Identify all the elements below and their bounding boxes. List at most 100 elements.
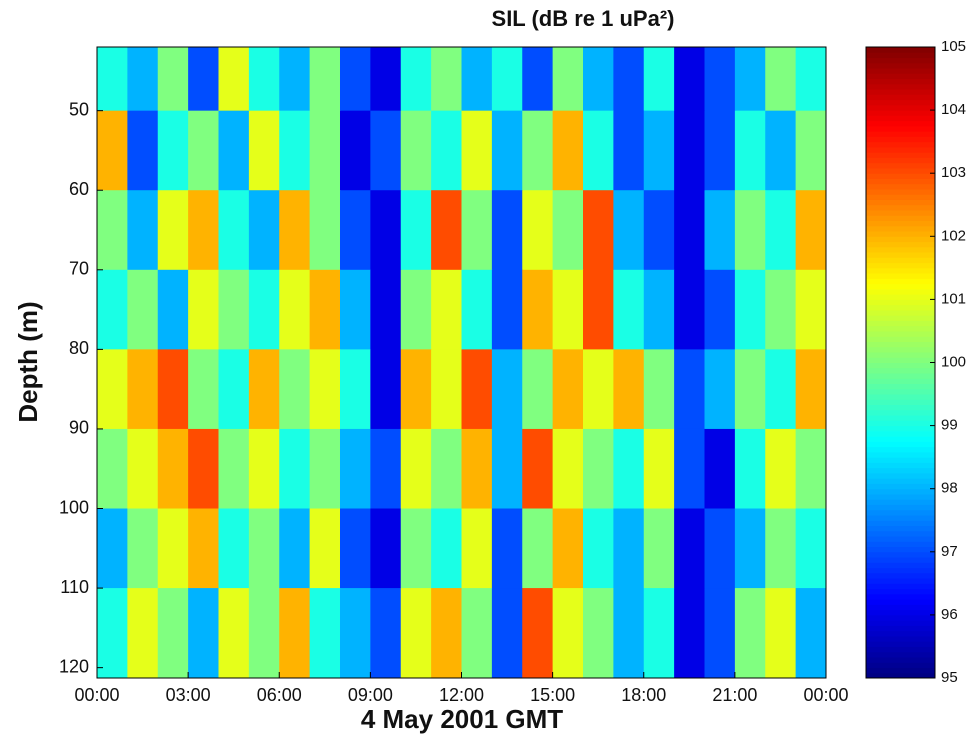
x-axis-label: 4 May 2001 GMT [361,704,563,734]
colorbar-band [866,173,935,179]
x-tick-label: 18:00 [621,685,666,705]
heatmap-cell [613,588,645,679]
heatmap-cell [370,190,402,271]
colorbar-band [866,667,935,674]
heatmap-cell [643,349,675,430]
heatmap-cell [279,428,311,510]
heatmap-cell [370,508,402,589]
heatmap-cell [643,588,675,679]
heatmap-cell [795,428,827,510]
heatmap-cell [734,190,766,271]
heatmap-cell [461,110,493,191]
heatmap-cell [643,269,675,350]
colorbar-band [866,499,935,505]
heatmap-cell [400,269,432,350]
colorbar-band [866,152,935,158]
colorbar-band [866,299,935,306]
colorbar-band [866,656,935,663]
y-tick-label: 90 [69,418,89,438]
heatmap-cell [734,588,766,679]
colorbar-band [866,199,935,206]
heatmap-cell [613,428,645,510]
heatmap-cell [370,269,402,350]
heatmap-cell [461,588,493,679]
heatmap-cell [461,349,493,430]
y-axis-label: Depth (m) [13,301,43,422]
colorbar-band [866,567,935,574]
heatmap-cell [340,588,371,679]
heatmap-cell [552,47,584,112]
heatmap-cell [674,269,705,350]
heatmap-cell [674,47,705,112]
heatmap-cell [370,110,402,191]
colorbar-band [866,367,935,374]
heatmap-cell [279,190,311,271]
colorbar-band [866,620,935,626]
colorbar-band [866,404,935,411]
heatmap-cell [583,508,614,589]
colorbar-band [866,210,935,216]
colorbar-band [866,131,935,137]
heatmap-cell [97,110,128,191]
heatmap-cell [704,269,736,350]
heatmap-cell [340,428,371,510]
colorbar-band [866,436,935,442]
heatmap-cell [765,190,797,271]
heatmap-cell [552,428,584,510]
heatmap-cell [279,508,311,589]
colorbar-band [866,273,935,279]
heatmap-cell [218,508,250,589]
heatmap-cell [491,508,523,589]
colorbar-band [866,78,935,85]
heatmap-cell [127,110,159,191]
x-tick-label: 03:00 [166,685,211,705]
heatmap-cell [127,508,159,589]
heatmap-cell [674,588,705,679]
colorbar-band [866,562,935,569]
colorbar-band [866,357,935,363]
colorbar-band [866,520,935,527]
heatmap-cell [248,190,280,271]
heatmap-cell [97,428,128,510]
heatmap-cell [431,349,462,430]
heatmap-cell [704,110,736,191]
colorbar-tick-label: 96 [941,606,958,623]
heatmap-cell [279,47,311,112]
x-tick-label: 15:00 [530,685,575,705]
heatmap-cell [309,190,341,271]
colorbar-band [866,630,935,637]
heatmap-cell [97,190,128,271]
y-tick-label: 60 [69,179,89,199]
heatmap-cell [431,428,462,510]
heatmap-cell [157,47,189,112]
colorbar-band [866,252,935,258]
colorbar-band [866,57,935,64]
heatmap-cell [157,190,189,271]
heatmap-cell [613,110,645,191]
heatmap-cell [248,47,280,112]
heatmap-cell [795,588,827,679]
colorbar-band [866,52,935,59]
heatmap-cell [400,428,432,510]
colorbar-band [866,467,935,474]
colorbar-band [866,204,935,211]
heatmap-cell [522,349,554,430]
colorbar-band [866,330,935,337]
heatmap-cell [370,349,402,430]
heatmap-cell [340,190,371,271]
heatmap-cell [431,508,462,589]
heatmap-cell [552,269,584,350]
heatmap-cell [157,349,189,430]
colorbar-band [866,415,935,421]
heatmap-cell [279,349,311,430]
colorbar-band [866,94,935,101]
colorbar-band [866,635,935,642]
colorbar-tick-label: 99 [941,417,958,434]
colorbar-band [866,83,935,90]
heatmap-cell [309,428,341,510]
heatmap-cell [643,190,675,271]
colorbar-band [866,462,935,469]
colorbar-band [866,536,935,542]
heatmap-cell [583,349,614,430]
heatmap-cell [461,190,493,271]
